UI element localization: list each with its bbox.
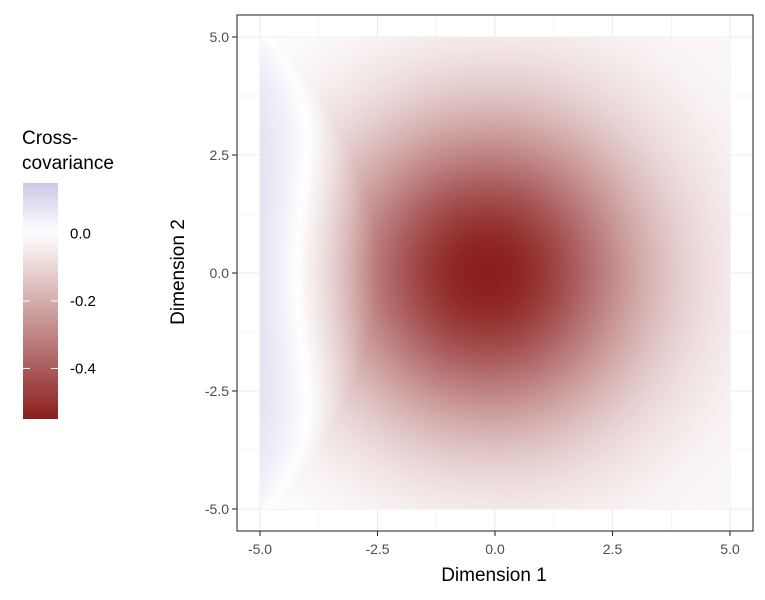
x-axis-title: Dimension 1 <box>441 565 547 586</box>
x-tick-label: 5.0 <box>720 541 740 557</box>
y-tick-label: 0.0 <box>210 265 230 281</box>
x-tick-label: 2.5 <box>603 541 623 557</box>
x-tick-label: -2.5 <box>365 541 389 557</box>
y-axis-title: Dimension 2 <box>168 219 189 325</box>
legend-tick-label: -0.2 <box>70 293 96 310</box>
x-axis: -5.0 -2.5 0.0 2.5 5.0 <box>248 531 740 557</box>
x-tick-label: 0.0 <box>485 541 505 557</box>
y-axis: -5.0 -2.5 0.0 2.5 5.0 <box>205 29 237 517</box>
y-tick-label: 5.0 <box>210 29 230 45</box>
legend-title-line-2: covariance <box>22 153 114 174</box>
y-tick-label: -5.0 <box>205 501 229 517</box>
legend: Cross- covariance 0.0 -0.2 -0.4 <box>22 128 114 419</box>
y-tick-label: 2.5 <box>210 147 230 163</box>
x-tick-label: -5.0 <box>248 541 272 557</box>
legend-tick-label: -0.4 <box>70 360 96 377</box>
y-tick-label: -2.5 <box>205 383 229 399</box>
heatmap-image <box>260 37 730 509</box>
legend-tick-label: 0.0 <box>70 226 91 243</box>
plot-panel <box>236 14 754 532</box>
legend-ticks: 0.0 -0.2 -0.4 <box>23 226 96 377</box>
legend-title-line-1: Cross- <box>22 128 78 149</box>
